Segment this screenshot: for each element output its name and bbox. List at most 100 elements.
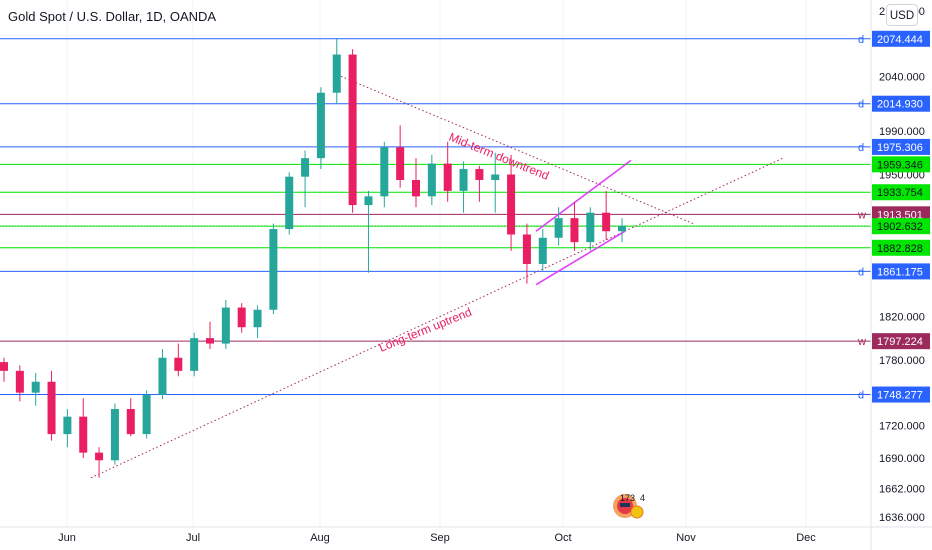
candle-body[interactable] [538, 237, 547, 264]
candle-body[interactable] [364, 196, 373, 206]
price-tick-label: 2040.000 [879, 71, 925, 83]
candle-body[interactable] [507, 174, 516, 235]
candle-body[interactable] [285, 176, 294, 230]
candle-body[interactable] [602, 212, 611, 232]
price-level-tag-label: 2014.930 [877, 99, 923, 111]
candle-body[interactable] [142, 394, 151, 435]
price-tick-label: 1990.000 [879, 126, 925, 138]
candle-body[interactable] [412, 179, 420, 197]
price-tick-label: 1690.000 [879, 453, 925, 465]
long-term-uptrend-line[interactable] [90, 157, 784, 479]
price-level-tag[interactable]: 1902.632 [872, 218, 930, 235]
price-level-tag[interactable]: 2074.444 [872, 30, 930, 47]
candle-body[interactable] [380, 147, 389, 197]
time-tick-label: Jun [58, 532, 76, 544]
candle-body[interactable] [126, 409, 135, 435]
candle-body[interactable] [221, 307, 230, 344]
time-tick-label: Sep [430, 532, 450, 544]
level-timeframe-label: d [858, 34, 864, 46]
price-tick-label: 1720.000 [879, 420, 925, 432]
candle-body[interactable] [237, 307, 246, 328]
candle-body[interactable] [522, 234, 531, 264]
candle-body[interactable] [301, 158, 310, 177]
channel-lower-line[interactable] [535, 230, 626, 286]
candle-body[interactable] [443, 163, 452, 191]
candle-body[interactable] [110, 409, 119, 461]
candle-body[interactable] [253, 309, 262, 328]
price-level-tag[interactable]: 1882.828 [872, 239, 930, 256]
candle-body[interactable] [31, 381, 40, 393]
time-tick-label: Jul [186, 532, 200, 544]
price-level-tag-label: 2074.444 [877, 34, 923, 46]
price-level-tag-label: 1882.828 [877, 243, 923, 255]
candle-body[interactable] [0, 362, 8, 371]
price-tick-label: 1636.000 [879, 512, 925, 524]
price-tick-label: 1662.000 [879, 484, 925, 496]
candlesticks [0, 38, 626, 478]
currency-button[interactable]: USD [886, 4, 918, 26]
price-level-lines: d d d w d w d [0, 34, 871, 402]
time-tick-label: Dec [796, 532, 816, 544]
candle-body[interactable] [158, 357, 167, 395]
mid-term-downtrend-line[interactable] [340, 75, 694, 225]
price-tick-label: 1780.000 [879, 355, 925, 367]
candle-body[interactable] [459, 169, 468, 191]
candle-body[interactable] [47, 381, 56, 435]
price-level-tag-label: 1797.224 [877, 336, 923, 348]
price-level-tag-label: 1748.277 [877, 390, 923, 402]
channel-upper-line[interactable] [535, 159, 632, 232]
chart-title: Gold Spot / U.S. Dollar, 1D, OANDA [8, 9, 217, 24]
price-tick-label: 1820.000 [879, 311, 925, 323]
flag-badge-icon[interactable] [612, 492, 658, 520]
candle-body[interactable] [15, 370, 24, 393]
price-level-tag[interactable]: 1975.306 [872, 138, 930, 155]
price-level-tag-label: 1902.632 [877, 221, 923, 233]
level-timeframe-label: d [858, 99, 864, 111]
price-level-tag[interactable]: 1959.346 [872, 156, 930, 173]
candle-body[interactable] [206, 338, 214, 344]
candle-body[interactable] [396, 147, 405, 180]
candle-body[interactable] [618, 225, 626, 232]
level-timeframe-label: d [858, 142, 864, 154]
candle-body[interactable] [332, 54, 341, 93]
price-level-tag[interactable]: 1748.277 [872, 386, 930, 403]
price-level-tag[interactable]: 1797.224 [872, 333, 930, 350]
price-level-tag-label: 1959.346 [877, 159, 923, 171]
candle-body[interactable] [316, 92, 325, 159]
long-term-uptrend-label: Long-term uptrend [377, 305, 474, 355]
candle-body[interactable] [491, 174, 500, 180]
candle-body[interactable] [427, 163, 436, 197]
price-level-tag-label: 1933.754 [877, 187, 923, 199]
level-timeframe-label: w [857, 209, 866, 221]
price-level-tag-label: 1861.175 [877, 266, 923, 278]
candle-body[interactable] [554, 218, 563, 238]
candle-body[interactable] [586, 212, 595, 243]
level-timeframe-label: w [857, 336, 866, 348]
level-timeframe-label: d [858, 266, 864, 278]
candle-body[interactable] [79, 416, 88, 453]
time-tick-label: Oct [554, 532, 571, 544]
time-tick-label: Nov [676, 532, 696, 544]
candle-body[interactable] [269, 229, 278, 310]
trendlines [90, 75, 784, 479]
price-tick-label: 1950.000 [879, 170, 925, 182]
candle-body[interactable] [570, 218, 579, 243]
time-axis[interactable]: Jun Jul Aug Sep Oct Nov Dec [58, 532, 816, 544]
grid-lines [66, 0, 807, 527]
candle-body[interactable] [475, 169, 484, 180]
price-level-tag[interactable]: 2014.930 [872, 95, 930, 112]
price-level-tag[interactable]: 1861.175 [872, 263, 930, 280]
badge-count: 173 4 [620, 493, 646, 503]
candle-body[interactable] [174, 357, 183, 371]
candle-body[interactable] [190, 338, 199, 371]
candle-body[interactable] [95, 452, 104, 461]
time-tick-label: Aug [310, 532, 330, 544]
price-level-tags: 2074.444 2014.930 1975.306 1959.346 1933.754… [872, 30, 930, 403]
price-level-tag[interactable]: 1933.754 [872, 184, 930, 201]
price-level-tag-label: 1975.306 [877, 142, 923, 154]
candle-body[interactable] [63, 416, 72, 435]
level-timeframe-label: d [858, 390, 864, 402]
candle-body[interactable] [348, 54, 357, 206]
